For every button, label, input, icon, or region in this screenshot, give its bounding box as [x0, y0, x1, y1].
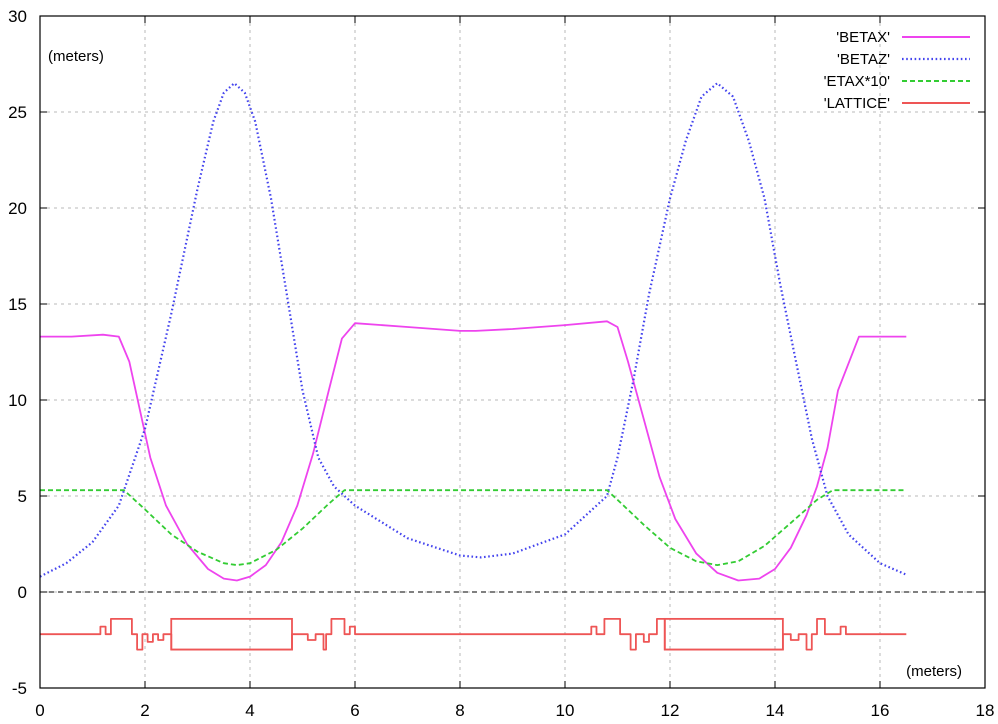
- series-layer: [40, 83, 906, 649]
- y-tick-label: 30: [8, 7, 27, 26]
- x-tick-label: 16: [871, 701, 890, 720]
- x-tick-label: 2: [140, 701, 149, 720]
- x-tick-label: 10: [556, 701, 575, 720]
- y-axis-label: (meters): [48, 48, 104, 65]
- x-tick-label: 4: [245, 701, 254, 720]
- x-tick-label: 8: [455, 701, 464, 720]
- y-tick-label: 5: [18, 487, 27, 506]
- y-tick-label: 15: [8, 295, 27, 314]
- y-tick-label: 20: [8, 199, 27, 218]
- legend: 'BETAX' 'BETAZ' 'ETAX*10' 'LATTICE': [824, 29, 970, 112]
- series-line-etax-10: [40, 490, 906, 565]
- x-tick-label: 14: [766, 701, 785, 720]
- x-tick-label: 18: [976, 701, 995, 720]
- y-tick-label: 25: [8, 103, 27, 122]
- lattice-element-box: [171, 619, 292, 650]
- ticks-layer: 0 2 4 6 8 10 12 14 16 18 -5 0 5 10 15 20 25 30: [8, 7, 994, 720]
- y-tick-label: -5: [12, 679, 27, 698]
- lattice-element-box: [665, 619, 783, 650]
- plot-frame: [40, 16, 985, 688]
- series-line-lattice: [40, 619, 906, 650]
- series-line-betaz: [40, 83, 906, 576]
- grid-layer: [40, 16, 985, 688]
- legend-label: 'BETAZ': [837, 51, 890, 68]
- legend-label: 'ETAX*10': [824, 73, 890, 90]
- y-tick-label: 10: [8, 391, 27, 410]
- x-tick-label: 0: [35, 701, 44, 720]
- legend-label: 'LATTICE': [824, 95, 890, 112]
- series-line-betax: [40, 321, 906, 580]
- x-tick-label: 12: [661, 701, 680, 720]
- x-tick-label: 6: [350, 701, 359, 720]
- y-tick-label: 0: [18, 583, 27, 602]
- legend-label: 'BETAX': [836, 29, 890, 46]
- x-axis-label: (meters): [906, 663, 962, 680]
